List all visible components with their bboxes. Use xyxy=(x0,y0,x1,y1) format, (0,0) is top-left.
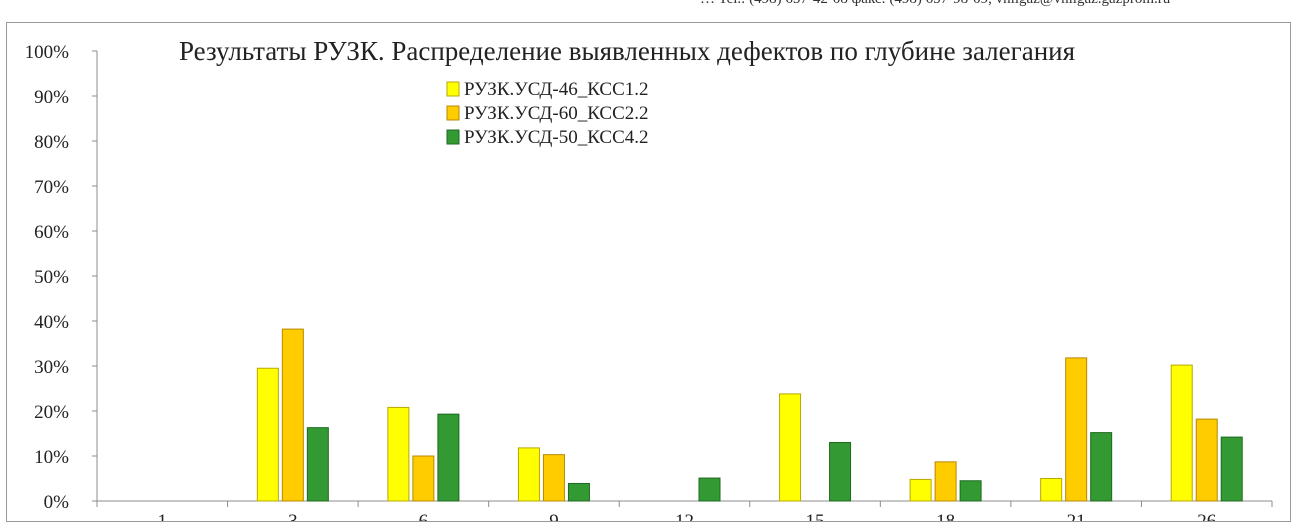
y-tick-label: 20% xyxy=(34,402,69,423)
x-tick-label: 15 xyxy=(806,511,825,521)
y-tick-label: 90% xyxy=(34,87,69,108)
x-tick-label: 12 xyxy=(675,511,694,521)
chart-title: Результаты РУЗК. Распределение выявленны… xyxy=(179,36,1075,66)
x-tick-label: 3 xyxy=(288,511,298,521)
legend-label-2: РУЗК.УСД-60_КСС2.2 xyxy=(464,103,649,124)
legend-swatch-1 xyxy=(446,81,460,97)
y-tick-label: 100% xyxy=(25,42,70,63)
bar-1-cat-3 xyxy=(256,367,279,502)
bar-chart: Результаты РУЗК. Распределение выявленны… xyxy=(25,36,1273,521)
y-tick-label: 50% xyxy=(34,267,69,288)
y-tick-label: 60% xyxy=(34,222,69,243)
y-tick-label: 10% xyxy=(34,447,69,468)
bar-3-cat-15 xyxy=(829,442,852,502)
bar-1-cat-26 xyxy=(1170,364,1193,502)
legend-swatch-3 xyxy=(446,129,460,145)
bar-3-cat-18 xyxy=(959,480,982,502)
legend-label-3: РУЗК.УСД-50_КСС4.2 xyxy=(464,127,649,148)
y-tick-label: 30% xyxy=(34,357,69,378)
bar-1-cat-6 xyxy=(387,406,410,502)
bar-3-cat-12 xyxy=(698,477,721,502)
bar-3-cat-3 xyxy=(306,427,329,502)
bar-3-cat-26 xyxy=(1220,436,1243,502)
bar-1-cat-15 xyxy=(779,393,802,502)
y-tick-label: 0% xyxy=(44,492,70,513)
bar-2-cat-21 xyxy=(1065,357,1088,502)
bar-2-cat-3 xyxy=(281,328,304,502)
bar-1-cat-21 xyxy=(1040,478,1063,502)
bar-3-cat-21 xyxy=(1090,432,1113,502)
chart-container: Результаты РУЗК. Распределение выявленны… xyxy=(6,22,1291,522)
document-header-text: … Tel.: (498) 657-42-08 факс: (498) 657-… xyxy=(700,0,1170,8)
legend-label-1: РУЗК.УСД-46_КСС1.2 xyxy=(464,79,649,100)
bar-3-cat-9 xyxy=(567,482,590,502)
x-tick-label: 26 xyxy=(1197,511,1216,521)
y-tick-label: 70% xyxy=(34,177,69,198)
legend-swatch-2 xyxy=(446,105,460,121)
x-tick-label: 1 xyxy=(158,511,168,521)
x-tick-label: 18 xyxy=(936,511,955,521)
x-tick-label: 9 xyxy=(549,511,559,521)
bar-2-cat-6 xyxy=(412,455,435,502)
bar-2-cat-26 xyxy=(1195,418,1218,502)
document-header-strip: … Tel.: (498) 657-42-08 факс: (498) 657-… xyxy=(0,0,1299,18)
bar-3-cat-6 xyxy=(437,413,460,502)
y-tick-label: 40% xyxy=(34,312,69,333)
bar-2-cat-18 xyxy=(934,461,957,502)
x-tick-label: 21 xyxy=(1067,511,1086,521)
x-tick-label: 6 xyxy=(419,511,429,521)
bar-1-cat-18 xyxy=(909,478,932,502)
bar-1-cat-9 xyxy=(517,447,540,502)
y-tick-label: 80% xyxy=(34,132,69,153)
bar-2-cat-9 xyxy=(542,454,565,502)
